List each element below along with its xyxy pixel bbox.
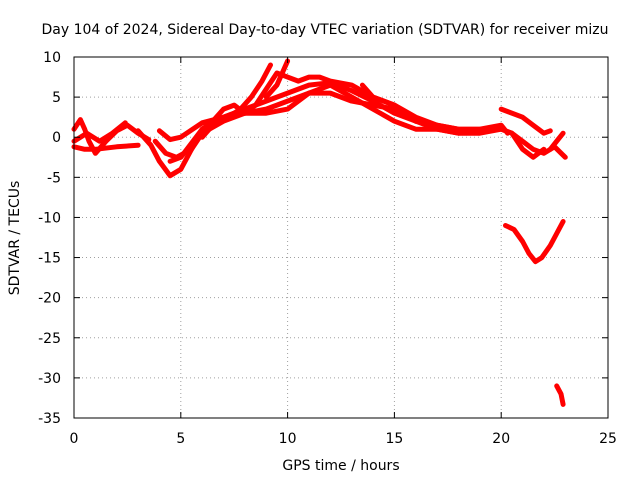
x-tick-label: 5: [176, 431, 185, 447]
y-tick-label: 5: [52, 90, 61, 106]
tick-marks: [73, 56, 609, 419]
y-tick-label: -30: [38, 371, 61, 387]
chart-title: Day 104 of 2024, Sidereal Day-to-day VTE…: [42, 22, 609, 38]
y-tick-label: -20: [38, 291, 61, 307]
series-line-track-k: [498, 106, 553, 136]
y-tick-label: 10: [43, 50, 61, 66]
y-axis-label: SDTVAR / TECUs: [7, 181, 23, 296]
y-tick-label: -35: [38, 411, 61, 427]
x-tick-label: 20: [492, 431, 510, 447]
x-tick-label: 10: [279, 431, 297, 447]
series-line-track-n: [554, 383, 566, 407]
series-line-track-l: [547, 130, 566, 152]
x-tick-label: 25: [599, 431, 617, 447]
series-line-track-f: [152, 82, 498, 160]
x-axis-label: GPS time / hours: [282, 458, 399, 474]
x-tick-label: 0: [70, 431, 79, 447]
x-tick-label: 15: [385, 431, 403, 447]
series-line-track-j: [359, 82, 419, 124]
y-tick-label: -5: [47, 170, 61, 186]
y-tick-label: -15: [38, 251, 61, 267]
series-line-track-g: [167, 70, 511, 164]
y-tick-label: 0: [52, 130, 61, 146]
series-line-track-h: [199, 62, 273, 140]
y-tick-label: -25: [38, 331, 61, 347]
grid: [74, 57, 608, 418]
series-line-track-b: [71, 142, 141, 152]
series-line-track-m: [503, 219, 566, 265]
x-tick-labels: 0 5 10 15 20 25: [70, 431, 617, 447]
plot-frame: [73, 56, 609, 419]
y-tick-labels: -35 -30 -25 -20 -15 -10 -5 0 5 10: [38, 50, 61, 427]
series-line-track-i: [263, 58, 291, 100]
y-tick-label: -10: [38, 210, 61, 226]
series-line-track-c: [71, 120, 128, 144]
series-layer: [71, 58, 568, 407]
